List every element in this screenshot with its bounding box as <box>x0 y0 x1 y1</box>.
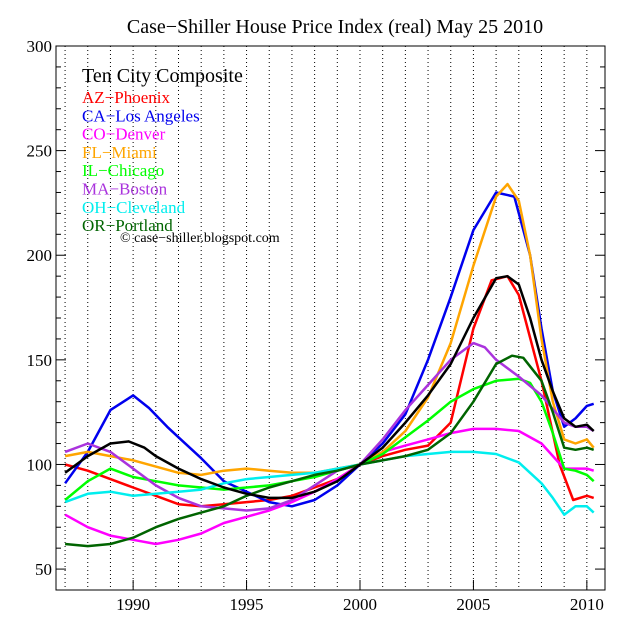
credit-text: © case−shiller.blogspot.com <box>120 231 280 246</box>
x-tick-label: 2010 <box>570 595 604 614</box>
x-tick-label: 1995 <box>230 595 264 614</box>
legend-item-il-chicago: IL−Chicago <box>82 161 164 180</box>
x-tick-label: 2000 <box>343 595 377 614</box>
series-lines <box>64 182 595 548</box>
series-line-il-chicago <box>64 377 595 501</box>
y-tick-label: 300 <box>27 37 53 56</box>
y-tick-label: 50 <box>35 560 52 579</box>
series-line-composite <box>64 274 595 500</box>
chart-title: Case−Shiller House Price Index (real) Ma… <box>127 16 543 38</box>
legend-item-ma-boston: MA−Boston <box>82 180 168 199</box>
axes: 50 100 150 200 250 300 1990 1995 2000 2005 2010 <box>27 37 605 614</box>
y-tick-label: 150 <box>27 351 53 370</box>
y-tick-label: 250 <box>27 142 53 161</box>
x-tick-label: 2005 <box>456 595 490 614</box>
series-line-fl-miami <box>64 182 595 477</box>
legend-title: Ten City Composite <box>82 65 243 87</box>
legend-item-co-denver: CO−Denver <box>82 125 166 144</box>
legend-item-oh-cleveland: OH−Cleveland <box>82 198 186 217</box>
legend-item-ca-los-angeles: CA−Los Angeles <box>82 106 200 125</box>
series-line-or-portland <box>64 354 595 548</box>
series-line-co-denver <box>64 427 595 546</box>
legend-item-az-phoenix: AZ−Phoenix <box>82 88 170 107</box>
legend-item-fl-miami: FL−Miami <box>82 143 157 162</box>
legend-item-or-portland: OR−Portland <box>82 216 173 235</box>
x-tick-label: 1990 <box>116 595 150 614</box>
y-tick-label: 100 <box>27 455 53 474</box>
y-tick-label: 200 <box>27 246 53 265</box>
